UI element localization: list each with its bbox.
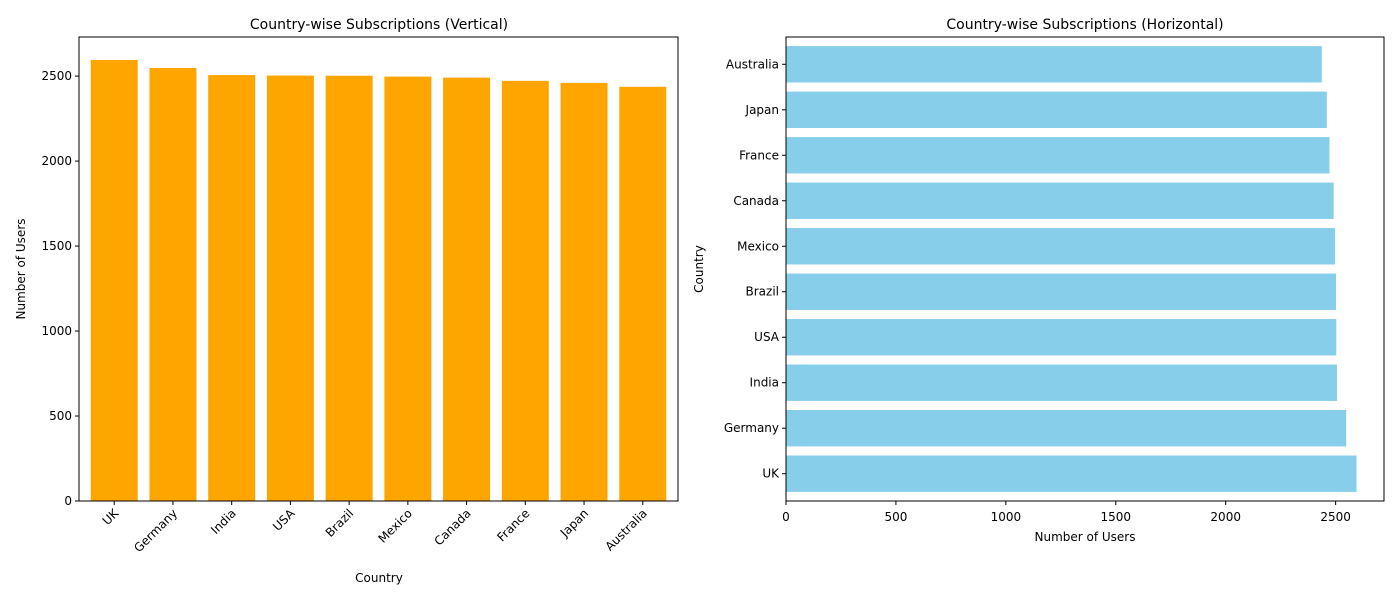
horizontal-x-tick-label: 2500 [1320,510,1351,524]
horizontal-x-tick-label: 2000 [1210,510,1241,524]
vertical-y-tick-label: 1000 [41,324,72,338]
horizontal-x-tick-label: 1000 [991,510,1022,524]
vertical-bar-mexico [384,76,432,501]
vertical-bar-germany [149,67,197,501]
vertical-bar-uk [90,59,138,501]
horizontal-bar-brazil [786,273,1337,310]
vertical-bars [90,59,667,502]
horizontal-x-tick-label: 500 [884,510,907,524]
vertical-bar-chart: Country-wise Subscriptions (Vertical) 0 5… [14,17,679,585]
vertical-bar-india [208,75,256,502]
horizontal-bar-germany [786,410,1347,447]
horizontal-bar-india [786,364,1337,401]
horizontal-x-axis-label: Number of Users [1034,530,1135,544]
horizontal-bar-uk [786,455,1357,492]
vertical-y-axis-label: Number of Users [14,218,28,319]
vertical-y-ticks: 0 500 1000 1500 2000 2500 [41,69,79,508]
vertical-bar-japan [560,82,608,501]
horizontal-y-tick-label-usa: USA [754,330,780,344]
horizontal-bar-france [786,137,1330,174]
vertical-y-tick-label: 0 [64,494,72,508]
horizontal-y-tick-label-india: India [750,376,779,390]
horizontal-chart-title: Country-wise Subscriptions (Horizontal) [946,17,1223,33]
vertical-bar-brazil [325,75,373,501]
horizontal-bar-japan [786,91,1327,128]
horizontal-y-tick-label-canada: Canada [733,194,779,208]
horizontal-y-tick-label-france: France [739,148,779,162]
horizontal-x-tick-label: 0 [782,510,790,524]
vertical-x-axis-label: Country [355,571,403,585]
horizontal-x-ticks: 0 500 1000 1500 2000 2500 [782,501,1351,524]
horizontal-y-tick-label-australia: Australia [726,57,779,71]
horizontal-x-tick-label: 1500 [1101,510,1132,524]
horizontal-bar-chart: Country-wise Subscriptions (Horizontal) … [692,17,1385,544]
horizontal-bar-canada [786,182,1334,219]
horizontal-y-ticks: UK Germany India USA Brazil Mexico Canada Franc… [724,57,786,481]
horizontal-y-tick-label-uk: UK [762,467,780,481]
horizontal-bar-australia [786,46,1322,83]
vertical-y-tick-label: 1500 [41,239,72,253]
horizontal-bar-mexico [786,228,1335,265]
vertical-y-tick-label: 500 [49,409,72,423]
horizontal-y-axis-label: Country [692,245,706,293]
horizontal-y-tick-label-mexico: Mexico [737,239,779,253]
vertical-chart-title: Country-wise Subscriptions (Vertical) [250,17,508,33]
vertical-axes-frame [78,36,679,502]
vertical-y-tick-label: 2500 [41,69,72,83]
horizontal-axes-frame [785,36,1385,502]
horizontal-y-tick-label-brazil: Brazil [746,285,780,299]
horizontal-bars [786,46,1357,492]
vertical-bar-usa [266,75,314,501]
vertical-bar-france [501,80,549,501]
horizontal-y-tick-label-japan: Japan [745,103,779,117]
vertical-y-tick-label: 2000 [41,154,72,168]
vertical-bar-australia [619,86,667,502]
horizontal-bar-usa [786,319,1337,356]
vertical-bar-canada [443,77,491,501]
horizontal-y-tick-label-germany: Germany [724,421,779,435]
